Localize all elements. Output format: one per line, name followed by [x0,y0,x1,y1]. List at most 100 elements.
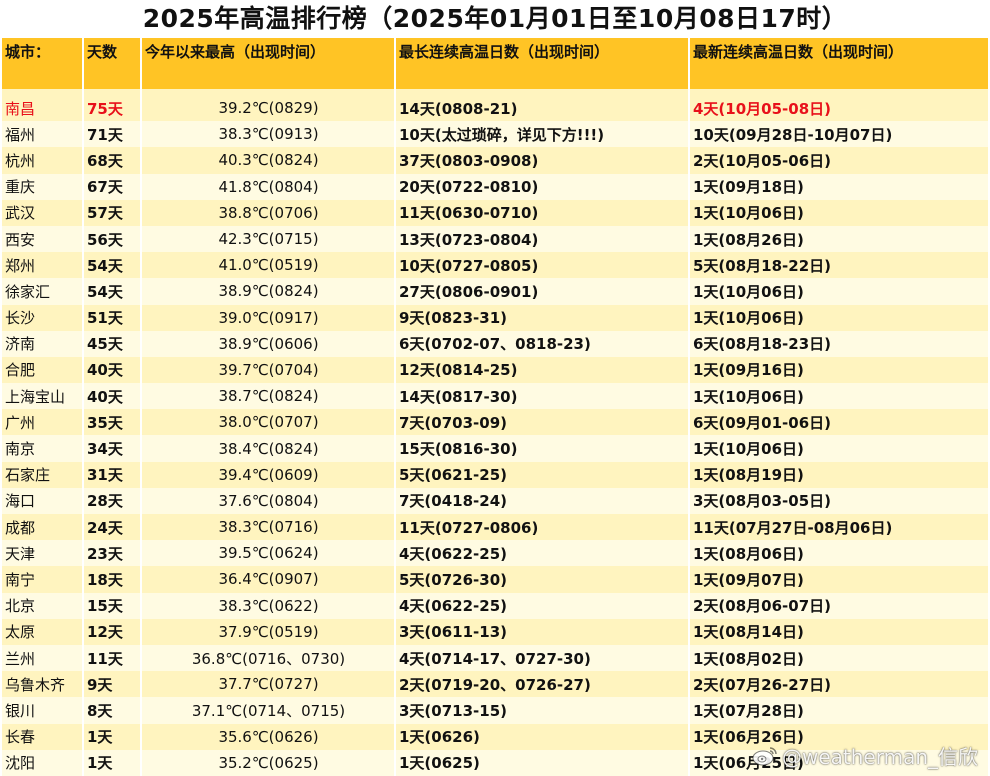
max-temp-cell: 38.9℃(0824) [142,278,394,305]
days-cell: 40天 [84,356,140,384]
longest-streak-cell: 11天(0630-0710) [396,199,688,226]
longest-streak-cell: 10天(太过琐碎，详见下方!!!) [396,121,688,148]
max-temp-cell: 39.7℃(0704) [142,356,394,384]
days-cell: 35天 [84,409,140,436]
longest-streak-cell: 15天(0816-30) [396,435,688,462]
max-temp-cell: 38.8℃(0706) [142,199,394,226]
city-cell: 海口 [2,487,82,514]
max-temp-cell: 38.3℃(0913) [142,121,394,148]
city-cell: 郑州 [2,252,82,279]
latest-streak-cell: 1天(10月06日) [690,435,988,462]
latest-streak-cell: 1天(10月06日) [690,278,988,305]
table-row: 太原 12天 37.9℃(0519) 3天(0611-13) 1天(08月14日) [2,618,988,645]
longest-streak-cell: 14天(0808-21) [396,89,688,122]
longest-streak-cell: 27天(0806-0901) [396,278,688,305]
city-cell: 北京 [2,592,82,619]
days-cell: 11天 [84,644,140,672]
days-cell: 57天 [84,199,140,226]
table-row: 沈阳 1天 35.2℃(0625) 1天(0625) 1天(06月25日) [2,749,988,776]
city-cell: 兰州 [2,644,82,672]
city-cell: 徐家汇 [2,278,82,305]
days-cell: 75天 [84,89,140,122]
city-cell: 杭州 [2,147,82,174]
days-cell: 9天 [84,671,140,698]
table-row: 海口 28天 37.6℃(0804) 7天(0418-24) 3天(08月03-05日) [2,487,988,514]
city-cell: 天津 [2,540,82,567]
days-cell: 51天 [84,304,140,331]
table-row: 南宁 18天 36.4℃(0907) 5天(0726-30) 1天(09月07日) [2,566,988,593]
days-cell: 68天 [84,147,140,174]
table-row: 南昌 75天 39.2℃(0829) 14天(0808-21) 4天(10月05-08日… [2,89,988,122]
city-cell: 南宁 [2,566,82,593]
days-cell: 1天 [84,749,140,776]
city-cell: 武汉 [2,199,82,226]
max-temp-cell: 38.7℃(0824) [142,383,394,410]
max-temp-cell: 38.3℃(0716) [142,514,394,541]
days-cell: 15天 [84,592,140,619]
city-cell: 石家庄 [2,461,82,488]
longest-streak-cell: 5天(0621-25) [396,461,688,488]
table-row: 福州 71天 38.3℃(0913) 10天(太过琐碎，详见下方!!!) 10天(09月… [2,121,988,148]
table-row: 重庆 67天 41.8℃(0804) 20天(0722-0810) 1天(09月18日) [2,173,988,200]
latest-streak-cell: 2天(07月26-27日) [690,671,988,698]
ranking-table: 城市： 天数 今年以来最高（出现时间） 最长连续高温日数（出现时间） 最新连续高… [0,38,990,776]
latest-streak-cell: 1天(08月19日) [690,461,988,488]
longest-streak-cell: 2天(0719-20、0726-27) [396,671,688,698]
max-temp-cell: 39.2℃(0829) [142,89,394,122]
latest-streak-cell: 1天(08月06日) [690,540,988,567]
header-city: 城市： [2,38,82,89]
page-title: 2025年高温排行榜（2025年01月01日至10月08日17时） [142,4,848,33]
max-temp-cell: 38.0℃(0707) [142,409,394,436]
days-cell: 67天 [84,173,140,200]
longest-streak-cell: 14天(0817-30) [396,383,688,410]
max-temp-cell: 35.6℃(0626) [142,723,394,750]
table-row: 长沙 51天 39.0℃(0917) 9天(0823-31) 1天(10月06日) [2,304,988,331]
days-cell: 45天 [84,330,140,357]
days-cell: 1天 [84,723,140,750]
table-row: 兰州 11天 36.8℃(0716、0730) 4天(0714-17、0727-30)… [2,644,988,672]
city-cell: 成都 [2,514,82,541]
max-temp-cell: 42.3℃(0715) [142,225,394,253]
longest-streak-cell: 1天(0626) [396,723,688,750]
longest-streak-cell: 13天(0723-0804) [396,225,688,253]
city-cell: 乌鲁木齐 [2,671,82,698]
max-temp-cell: 37.6℃(0804) [142,487,394,514]
table-row: 银川 8天 37.1℃(0714、0715) 3天(0713-15) 1天(07月28日… [2,697,988,724]
table-row: 天津 23天 39.5℃(0624) 4天(0622-25) 1天(08月06日) [2,540,988,567]
days-cell: 28天 [84,487,140,514]
longest-streak-cell: 4天(0622-25) [396,540,688,567]
max-temp-cell: 40.3℃(0824) [142,147,394,174]
latest-streak-cell: 6天(08月18-23日) [690,330,988,357]
longest-streak-cell: 11天(0727-0806) [396,514,688,541]
longest-streak-cell: 3天(0611-13) [396,618,688,645]
latest-streak-cell: 1天(07月28日) [690,697,988,724]
latest-streak-cell: 10天(09月28日-10月07日) [690,121,988,148]
max-temp-cell: 36.4℃(0907) [142,566,394,593]
longest-streak-cell: 6天(0702-07、0818-23) [396,330,688,357]
latest-streak-cell: 5天(08月18-22日) [690,252,988,279]
latest-streak-cell: 6天(09月01-06日) [690,409,988,436]
max-temp-cell: 41.0℃(0519) [142,252,394,279]
city-cell: 长春 [2,723,82,750]
city-cell: 合肥 [2,356,82,384]
days-cell: 12天 [84,618,140,645]
city-cell: 西安 [2,225,82,253]
max-temp-cell: 39.5℃(0624) [142,540,394,567]
max-temp-cell: 35.2℃(0625) [142,749,394,776]
table-row: 郑州 54天 41.0℃(0519) 10天(0727-0805) 5天(08月18-2… [2,252,988,279]
days-cell: 40天 [84,383,140,410]
city-cell: 重庆 [2,173,82,200]
header-latest-streak: 最新连续高温日数（出现时间） [690,38,988,89]
longest-streak-cell: 4天(0714-17、0727-30) [396,644,688,672]
header-days: 天数 [84,38,140,89]
table-header: 城市： 天数 今年以来最高（出现时间） 最长连续高温日数（出现时间） 最新连续高… [2,38,988,89]
city-cell: 济南 [2,330,82,357]
table-body: 南昌 75天 39.2℃(0829) 14天(0808-21) 4天(10月05-08日… [2,89,988,776]
latest-streak-cell: 1天(08月02日) [690,644,988,672]
max-temp-cell: 37.7℃(0727) [142,671,394,698]
days-cell: 54天 [84,278,140,305]
table-row: 济南 45天 38.9℃(0606) 6天(0702-07、0818-23) 6天(08… [2,330,988,357]
city-cell: 广州 [2,409,82,436]
longest-streak-cell: 3天(0713-15) [396,697,688,724]
latest-streak-cell: 1天(08月26日) [690,225,988,253]
